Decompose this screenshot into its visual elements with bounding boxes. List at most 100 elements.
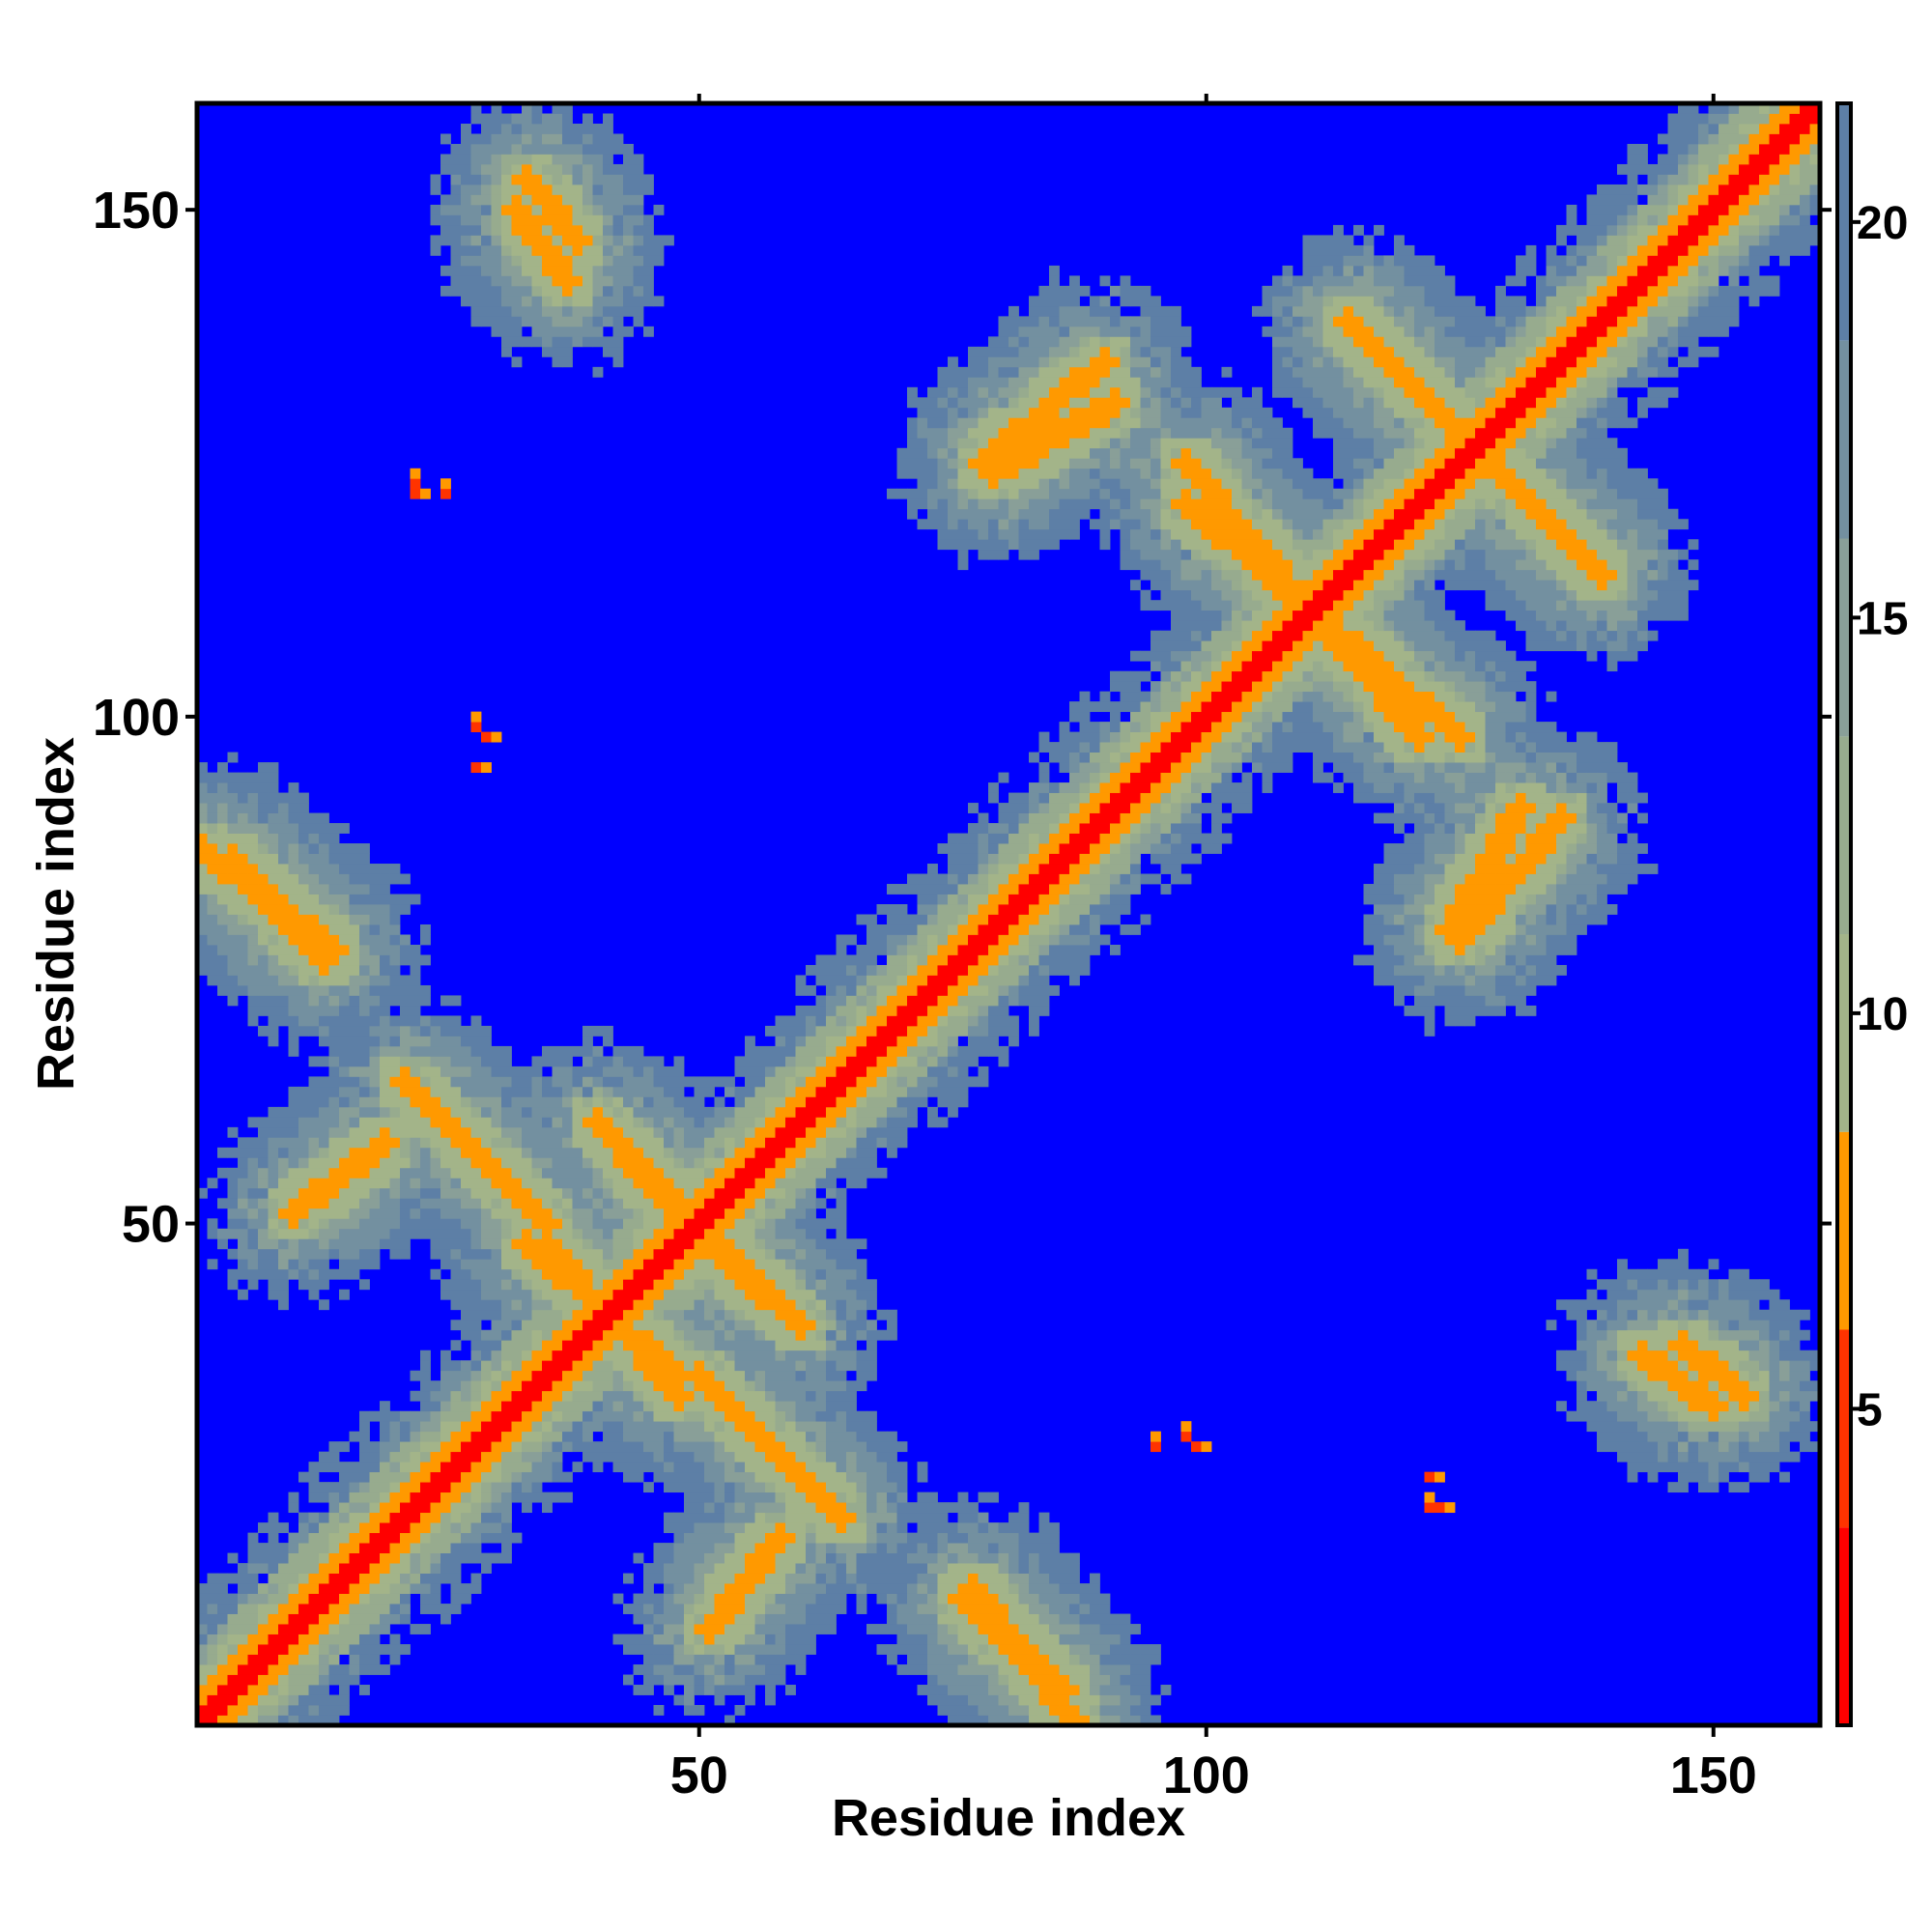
heatmap-cell [978, 1543, 989, 1553]
heatmap-cell [846, 1126, 857, 1138]
heatmap-cell [867, 1512, 877, 1523]
heatmap-cell [836, 1451, 847, 1463]
heatmap-cell [470, 1299, 482, 1311]
heatmap-cell [552, 336, 563, 348]
heatmap-cell [846, 1167, 857, 1179]
heatmap-cell [623, 1259, 634, 1270]
heatmap-cell [856, 1279, 867, 1291]
heatmap-cell [328, 873, 340, 885]
heatmap-cell [522, 275, 532, 287]
heatmap-cell [501, 265, 512, 276]
heatmap-cell [826, 1329, 837, 1341]
heatmap-cell [815, 1340, 827, 1351]
heatmap-cell [694, 1228, 705, 1239]
heatmap-cell [308, 1157, 320, 1169]
heatmap-cell [968, 397, 979, 409]
heatmap-cell [440, 1532, 451, 1544]
heatmap-cell [785, 1431, 796, 1442]
heatmap-cell [349, 1552, 360, 1564]
heatmap-cell [552, 1106, 563, 1118]
heatmap-cell [430, 1025, 441, 1037]
heatmap-cell [542, 1045, 553, 1057]
heatmap-cell [876, 1045, 888, 1057]
heatmap-cell [775, 1076, 786, 1088]
heatmap-cell [785, 1299, 796, 1311]
heatmap-cell [258, 1604, 269, 1614]
heatmap-cell [876, 1329, 888, 1341]
heatmap-cell [511, 1096, 523, 1108]
heatmap-cell [380, 1573, 390, 1584]
heatmap-cell [968, 984, 979, 996]
heatmap-cell [410, 1056, 421, 1067]
heatmap-cell [806, 1421, 816, 1433]
heatmap-cell [582, 1421, 593, 1433]
heatmap-cell [582, 174, 593, 185]
heatmap-cell [948, 1654, 958, 1665]
heatmap-cell [856, 1005, 867, 1016]
heatmap-cell [298, 1015, 309, 1027]
heatmap-cell [887, 1036, 897, 1047]
heatmap-cell [339, 853, 350, 865]
heatmap-cell [856, 1512, 867, 1523]
heatmap-cell [288, 1502, 299, 1514]
heatmap-cell [745, 1694, 755, 1706]
heatmap-cell [724, 1512, 735, 1523]
heatmap-cell [836, 1512, 847, 1523]
heatmap-cell [582, 1218, 593, 1230]
heatmap-cell [247, 812, 259, 824]
heatmap-cell [369, 1664, 381, 1675]
heatmap-cell [562, 1380, 573, 1392]
heatmap-cell [328, 884, 340, 895]
heatmap-cell [531, 1157, 543, 1169]
heatmap-cell [785, 1654, 796, 1665]
heatmap-cell [704, 1421, 715, 1433]
heatmap-cell [806, 1552, 816, 1564]
heatmap-cell [684, 1624, 695, 1634]
heatmap-cell [876, 1015, 888, 1027]
heatmap-cell [836, 1552, 847, 1564]
heatmap-cell [217, 914, 228, 925]
heatmap-cell [491, 1187, 502, 1199]
heatmap-cell [522, 1178, 532, 1189]
heatmap-cell [815, 964, 827, 976]
heatmap-cell [664, 1086, 674, 1097]
heatmap-cell [531, 1340, 543, 1351]
heatmap-cell [420, 1401, 431, 1412]
heatmap-cell [572, 204, 583, 215]
heatmap-cell [227, 782, 239, 793]
heatmap-cell [288, 894, 299, 905]
heatmap-cell [308, 1187, 320, 1199]
heatmap-cell [754, 1198, 766, 1209]
heatmap-cell [491, 285, 502, 297]
heatmap-cell [806, 1096, 816, 1108]
heatmap-cell [633, 1147, 644, 1158]
heatmap-cell [238, 884, 248, 895]
heatmap-cell [552, 326, 563, 337]
heatmap-cell [481, 1522, 492, 1534]
heatmap-cell [238, 934, 248, 946]
heatmap-cell [643, 1462, 654, 1473]
heatmap-cell [603, 1299, 613, 1311]
heatmap-cell [988, 447, 999, 459]
heatmap-cell [978, 944, 989, 955]
heatmap-cell [714, 1462, 725, 1473]
heatmap-cell [856, 1421, 867, 1433]
heatmap-cell [785, 1157, 796, 1169]
heatmap-cell [836, 1604, 847, 1614]
heatmap-cell [704, 1198, 715, 1209]
heatmap-cell [907, 923, 918, 935]
heatmap-cell [339, 1694, 350, 1706]
heatmap-cell [612, 1106, 624, 1118]
heatmap-cell [531, 235, 543, 246]
heatmap-cell [207, 812, 218, 824]
heatmap-cell [420, 1106, 431, 1118]
heatmap-cell [653, 204, 665, 215]
heatmap-cell [470, 1390, 482, 1402]
heatmap-cell [319, 1685, 329, 1695]
heatmap-cell [288, 1268, 299, 1280]
heatmap-cell [542, 1187, 553, 1199]
heatmap-cell [907, 1065, 918, 1077]
heatmap-cell [896, 1065, 908, 1077]
heatmap-cell [806, 1036, 816, 1047]
heatmap-cell [450, 285, 462, 297]
